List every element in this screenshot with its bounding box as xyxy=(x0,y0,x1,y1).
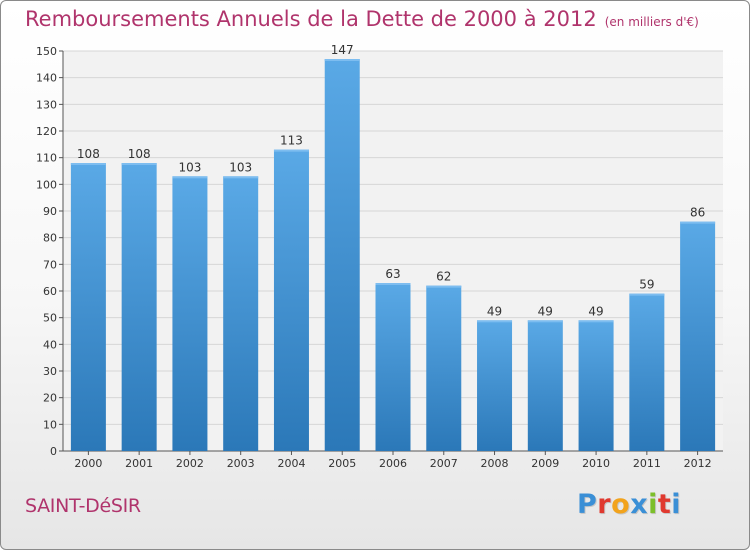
bar-2011 xyxy=(629,293,665,451)
bar-top-highlight xyxy=(324,59,360,61)
x-tick-label-2012: 2012 xyxy=(684,457,712,470)
y-tick-label: 100 xyxy=(36,178,57,191)
bar-2003 xyxy=(223,176,259,452)
commune-name: SAINT-DéSIR xyxy=(25,495,141,517)
bar-2001 xyxy=(121,163,157,451)
bar-top-highlight xyxy=(70,163,106,165)
bar-2009 xyxy=(527,320,563,451)
proxiti-logo: Proxiti xyxy=(577,489,681,520)
bar-top-highlight xyxy=(680,221,716,224)
bar-2002 xyxy=(172,176,208,452)
y-tick-label: 30 xyxy=(43,365,57,378)
x-tick-label-2011: 2011 xyxy=(633,457,661,470)
bar-2000 xyxy=(70,163,106,451)
value-label-2002: 103 xyxy=(178,160,201,174)
y-tick-label: 90 xyxy=(43,205,57,218)
bar-top-highlight xyxy=(426,285,462,288)
x-tick-label-2008: 2008 xyxy=(481,457,509,470)
value-label-2001: 108 xyxy=(128,147,151,161)
x-tick-label-2001: 2001 xyxy=(125,457,153,470)
y-tick-label: 130 xyxy=(36,98,57,111)
bar-top-highlight xyxy=(527,320,563,323)
chart-unit-label: (en milliers d'€) xyxy=(604,15,699,29)
bar-2012 xyxy=(680,221,716,451)
y-tick-label: 50 xyxy=(43,312,57,325)
x-tick-label-2006: 2006 xyxy=(379,457,407,470)
value-label-2003: 103 xyxy=(229,160,252,174)
logo-letter: x xyxy=(630,489,649,520)
bar-top-highlight xyxy=(223,176,259,179)
logo-letter: i xyxy=(671,489,682,520)
bar-top-highlight xyxy=(578,320,614,323)
chart-title: Remboursements Annuels de la Dette de 20… xyxy=(25,7,699,31)
bars xyxy=(70,59,716,452)
bar-2008 xyxy=(477,320,513,451)
y-tick-label: 70 xyxy=(43,258,57,271)
y-tick-label: 20 xyxy=(43,392,57,405)
logo-letter: i xyxy=(648,489,658,520)
y-tick-label: 120 xyxy=(36,125,57,138)
y-tick-label: 40 xyxy=(43,338,57,351)
bar-top-highlight xyxy=(273,149,309,152)
value-label-2005: 147 xyxy=(331,43,354,57)
value-label-2011: 59 xyxy=(639,278,654,292)
logo-letter: o xyxy=(611,489,631,520)
bar-2007 xyxy=(426,285,462,451)
y-tick-label: 110 xyxy=(36,152,57,165)
logo-letter: P xyxy=(577,489,598,520)
chart-title-text: Remboursements Annuels de la Dette de 20… xyxy=(25,7,597,31)
bar-top-highlight xyxy=(375,283,411,285)
x-tick-label-2009: 2009 xyxy=(531,457,559,470)
x-tick-label-2004: 2004 xyxy=(277,457,305,470)
logo-letter: t xyxy=(657,489,672,520)
value-label-2009: 49 xyxy=(538,304,553,318)
value-label-2012: 86 xyxy=(690,206,705,220)
x-tick-label-2010: 2010 xyxy=(582,457,610,470)
y-tick-label: 150 xyxy=(36,45,57,58)
bar-top-highlight xyxy=(121,163,157,165)
value-label-2004: 113 xyxy=(280,134,303,148)
bar-2010 xyxy=(578,320,614,451)
x-tick-label-2007: 2007 xyxy=(430,457,458,470)
value-label-2006: 63 xyxy=(385,267,400,281)
y-tick-label: 0 xyxy=(50,445,57,458)
bar-2006 xyxy=(375,283,411,451)
value-label-2010: 49 xyxy=(588,304,603,318)
bar-top-highlight xyxy=(477,320,513,323)
x-tick-label-2002: 2002 xyxy=(176,457,204,470)
x-tick-label-2005: 2005 xyxy=(328,457,356,470)
logo-letter: r xyxy=(597,489,612,520)
value-label-2000: 108 xyxy=(77,147,100,161)
y-tick-label: 60 xyxy=(43,285,57,298)
value-label-2008: 49 xyxy=(487,304,502,318)
bar-top-highlight xyxy=(172,176,208,179)
bar-2004 xyxy=(273,149,309,451)
y-tick-label: 80 xyxy=(43,232,57,245)
y-tick-label: 10 xyxy=(43,418,57,431)
labels: 0 10 20 30 40 50 60 70 80 90 100 110 120 130 140 150 108… xyxy=(36,43,712,470)
bar-top-highlight xyxy=(629,293,665,296)
bar-2005 xyxy=(324,59,360,451)
x-tick-label-2000: 2000 xyxy=(74,457,102,470)
x-tick-label-2003: 2003 xyxy=(227,457,255,470)
y-tick-label: 140 xyxy=(36,72,57,85)
value-label-2007: 62 xyxy=(436,270,451,284)
